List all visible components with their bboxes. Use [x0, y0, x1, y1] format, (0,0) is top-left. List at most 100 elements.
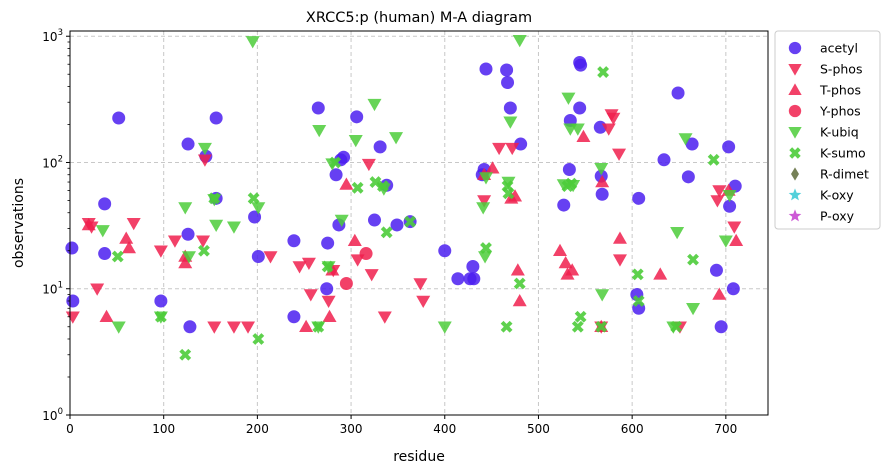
legend-marker-s-phos — [788, 64, 802, 76]
point-k-sumo — [670, 320, 683, 333]
point-t-phos — [712, 287, 727, 300]
point-t-phos — [322, 309, 337, 323]
point-k-sumo — [111, 250, 124, 263]
point-acetyl — [714, 320, 728, 334]
data-points — [65, 34, 744, 361]
point-acetyl — [479, 62, 493, 76]
point-k-sumo — [574, 310, 587, 323]
point-s-phos — [241, 321, 256, 334]
point-s-phos — [492, 142, 507, 156]
point-k-ubiq — [437, 321, 452, 334]
point-t-phos — [653, 267, 668, 280]
x-tick-label: 700 — [714, 422, 737, 436]
point-acetyl — [723, 199, 737, 213]
point-s-phos — [601, 123, 616, 136]
point-s-phos — [710, 195, 725, 208]
point-s-phos — [196, 235, 211, 248]
point-acetyl — [501, 76, 515, 90]
point-k-sumo — [380, 226, 393, 239]
point-acetyl — [367, 213, 381, 227]
y-axis-ticks: 100 101 102 103 — [42, 28, 70, 423]
legend-label-k-sumo: K-sumo — [820, 146, 866, 161]
point-k-ubiq — [245, 36, 260, 49]
point-k-ubiq — [178, 202, 193, 215]
point-s-phos — [727, 221, 742, 234]
point-s-phos — [65, 311, 80, 324]
x-tick-label: 100 — [152, 422, 175, 436]
point-acetyl — [287, 234, 301, 248]
point-acetyl — [98, 247, 112, 261]
point-acetyl — [350, 110, 364, 124]
legend-label-y-phos: Y-phos — [819, 104, 861, 119]
point-s-phos — [477, 195, 492, 208]
point-k-sumo — [179, 348, 192, 361]
point-acetyl — [181, 227, 195, 241]
point-t-phos — [595, 175, 610, 188]
point-acetyl — [500, 63, 514, 77]
point-k-sumo — [321, 260, 334, 273]
point-k-ubiq — [686, 303, 701, 316]
legend-marker-k-sumo — [789, 147, 801, 159]
point-acetyl — [632, 191, 646, 205]
point-k-ubiq — [111, 321, 126, 334]
point-acetyl — [337, 150, 351, 164]
point-k-ubiq — [478, 172, 493, 185]
point-acetyl — [65, 241, 79, 255]
point-k-ubiq — [678, 133, 693, 146]
plot-area-frame — [69, 30, 769, 416]
point-k-sumo — [369, 176, 382, 188]
y-tick-label: 101 — [42, 281, 63, 297]
x-tick-label: 200 — [246, 422, 269, 436]
point-s-phos — [377, 311, 392, 324]
point-s-phos — [90, 283, 105, 296]
point-acetyl — [562, 162, 576, 176]
point-k-ubiq — [718, 235, 733, 248]
point-acetyl — [321, 236, 335, 250]
x-tick-label: 300 — [340, 422, 363, 436]
point-acetyl — [251, 250, 265, 264]
point-s-phos — [126, 218, 141, 231]
legend-marker-k-ubiq — [788, 127, 802, 139]
point-t-phos — [339, 177, 354, 190]
point-k-sumo — [571, 320, 584, 333]
point-k-sumo — [480, 242, 492, 254]
point-k-sumo — [597, 66, 610, 78]
point-t-phos — [512, 293, 527, 307]
point-s-phos — [364, 269, 379, 282]
point-k-ubiq — [670, 227, 685, 240]
point-acetyl — [671, 86, 685, 100]
point-t-phos — [119, 231, 134, 244]
point-s-phos — [361, 158, 376, 172]
point-k-sumo — [687, 253, 699, 266]
legend-marker-k-oxy — [788, 188, 802, 201]
legend-label-t-phos: T-phos — [819, 83, 861, 98]
point-k-ubiq — [722, 190, 737, 203]
legend-label-s-phos: S-phos — [820, 62, 862, 77]
y-axis-label: observations — [11, 178, 27, 268]
point-k-ubiq — [476, 202, 491, 215]
point-k-sumo — [500, 320, 513, 333]
point-t-phos — [81, 217, 96, 231]
point-s-phos — [505, 142, 520, 156]
point-acetyl — [154, 294, 168, 308]
legend-marker-acetyl — [788, 41, 802, 55]
point-t-phos — [553, 243, 568, 256]
point-t-phos — [122, 241, 137, 254]
point-acetyl — [183, 320, 197, 334]
point-t-phos — [99, 309, 114, 323]
point-k-sumo — [513, 277, 526, 290]
point-t-phos — [178, 255, 193, 269]
point-k-sumo — [631, 268, 644, 281]
point-acetyl — [709, 263, 723, 277]
point-s-phos — [712, 185, 727, 198]
point-s-phos — [413, 278, 428, 291]
point-k-sumo — [252, 333, 265, 345]
point-k-sumo — [565, 177, 578, 190]
x-tick-label: 600 — [621, 422, 644, 436]
point-acetyl — [657, 153, 671, 167]
point-k-ubiq — [561, 92, 576, 105]
legend-frame — [774, 30, 881, 230]
chart-title: XRCC5:p (human) M-A diagram — [306, 10, 532, 26]
point-s-phos — [207, 321, 222, 334]
